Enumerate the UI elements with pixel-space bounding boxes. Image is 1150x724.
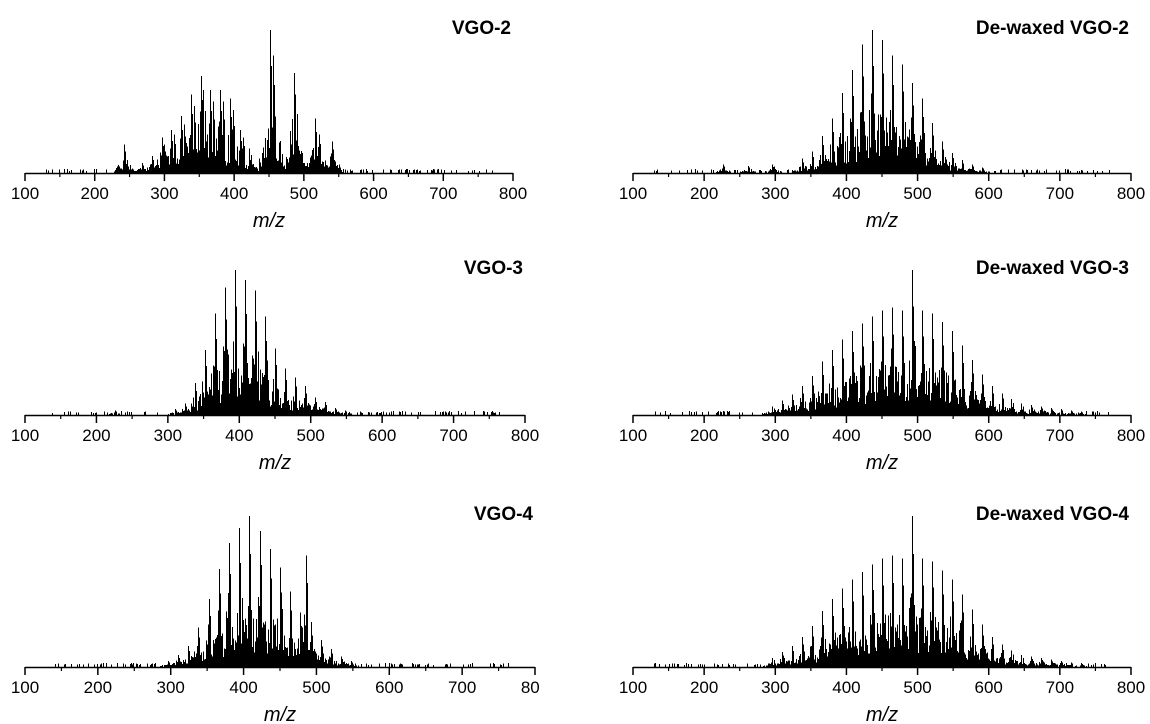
x-tick-label: 500 (290, 184, 318, 203)
chart-svg: De-waxed VGO-4 100 200 300 400 500 600 700 800 m/… (619, 504, 1145, 724)
spectrum-lines (655, 270, 1109, 415)
spectrum-lines (654, 516, 1106, 667)
x-tick-label: 700 (429, 184, 457, 203)
x-tick-label: 300 (157, 678, 185, 697)
x-tick-label: 700 (1046, 678, 1074, 697)
x-tick-label: 600 (359, 184, 387, 203)
chart-svg: VGO-4 100 200 300 400 500 600 700 800 m/z (11, 504, 540, 724)
x-tick-label: 300 (761, 426, 789, 445)
x-tick-label: 600 (975, 426, 1003, 445)
spectrum-lines (654, 30, 1110, 173)
x-tick-label: 700 (1046, 426, 1074, 445)
x-tick-label: 800 (511, 426, 539, 445)
x-tick-label: 800 (521, 678, 540, 697)
x-tick-label: 600 (368, 426, 396, 445)
panel-title: De-waxed VGO-4 (976, 504, 1130, 525)
x-tick-label: 700 (1046, 184, 1074, 203)
x-axis-label: m/z (264, 704, 296, 724)
chart-svg: VGO-2 100 200 300 400 500 600 700 800 m/z (11, 18, 527, 232)
panel-title: VGO-4 (474, 504, 534, 525)
x-tick-label: 500 (302, 678, 330, 697)
x-tick-label: 400 (225, 426, 253, 445)
x-tick-label: 400 (832, 678, 860, 697)
x-tick-label: 100 (11, 184, 39, 203)
chart-svg: De-waxed VGO-3 100 200 300 400 500 600 700 800 m/… (619, 258, 1145, 474)
chart-panel-3: VGO-3 100 200 300 400 500 600 700 800 m/z (10, 246, 540, 482)
x-tick-label: 100 (619, 678, 647, 697)
x-tick-label: 200 (690, 678, 718, 697)
panel-title: De-waxed VGO-3 (976, 258, 1129, 279)
panel-title: VGO-3 (464, 258, 523, 279)
panel-title: VGO-2 (452, 18, 511, 39)
chart-svg: De-waxed VGO-2 100 200 300 400 500 600 700 800 m/… (619, 18, 1145, 232)
x-tick-label: 200 (690, 426, 718, 445)
x-axis-label: m/z (866, 452, 898, 474)
chart-panel-1: VGO-2 100 200 300 400 500 600 700 800 m/z (10, 6, 540, 236)
x-tick-label: 800 (1117, 678, 1145, 697)
x-tick-label: 100 (11, 678, 39, 697)
x-tick-label: 700 (439, 426, 467, 445)
x-axis-label: m/z (259, 452, 291, 474)
spectrum-lines (46, 30, 493, 173)
x-tick-label: 400 (832, 184, 860, 203)
x-tick-label: 400 (229, 678, 257, 697)
x-tick-label: 200 (84, 678, 112, 697)
x-tick-label: 600 (375, 678, 403, 697)
x-tick-label: 600 (975, 678, 1003, 697)
x-tick-label: 200 (690, 184, 718, 203)
x-tick-label: 300 (150, 184, 178, 203)
x-tick-label: 200 (82, 426, 110, 445)
x-axis-label: m/z (866, 210, 898, 232)
chart-panel-5: VGO-4 100 200 300 400 500 600 700 800 m/z (10, 492, 540, 724)
spectrum-lines (55, 516, 509, 667)
x-tick-label: 400 (220, 184, 248, 203)
x-axis-label: m/z (253, 210, 285, 232)
x-tick-label: 300 (154, 426, 182, 445)
x-tick-label: 100 (619, 184, 647, 203)
x-tick-label: 500 (297, 426, 325, 445)
x-axis-label: m/z (866, 704, 898, 724)
x-tick-label: 200 (81, 184, 109, 203)
chart-panel-2: De-waxed VGO-2 100 200 300 400 500 600 700 800 m/… (618, 6, 1148, 236)
x-tick-label: 700 (448, 678, 476, 697)
x-tick-label: 800 (1117, 426, 1145, 445)
x-tick-label: 800 (1117, 184, 1145, 203)
x-tick-label: 800 (499, 184, 527, 203)
x-tick-label: 500 (903, 426, 931, 445)
x-tick-label: 100 (11, 426, 39, 445)
panel-title: De-waxed VGO-2 (976, 18, 1129, 39)
chart-panel-6: De-waxed VGO-4 100 200 300 400 500 600 700 800 m/… (618, 492, 1148, 724)
spectrum-lines (52, 270, 500, 415)
x-tick-label: 300 (761, 678, 789, 697)
x-tick-label: 400 (832, 426, 860, 445)
x-tick-label: 600 (975, 184, 1003, 203)
x-tick-label: 300 (761, 184, 789, 203)
x-tick-label: 500 (903, 184, 931, 203)
chart-panel-4: De-waxed VGO-3 100 200 300 400 500 600 700 800 m/… (618, 246, 1148, 482)
x-tick-label: 100 (619, 426, 647, 445)
x-tick-label: 500 (903, 678, 931, 697)
chart-svg: VGO-3 100 200 300 400 500 600 700 800 m/z (11, 258, 539, 474)
